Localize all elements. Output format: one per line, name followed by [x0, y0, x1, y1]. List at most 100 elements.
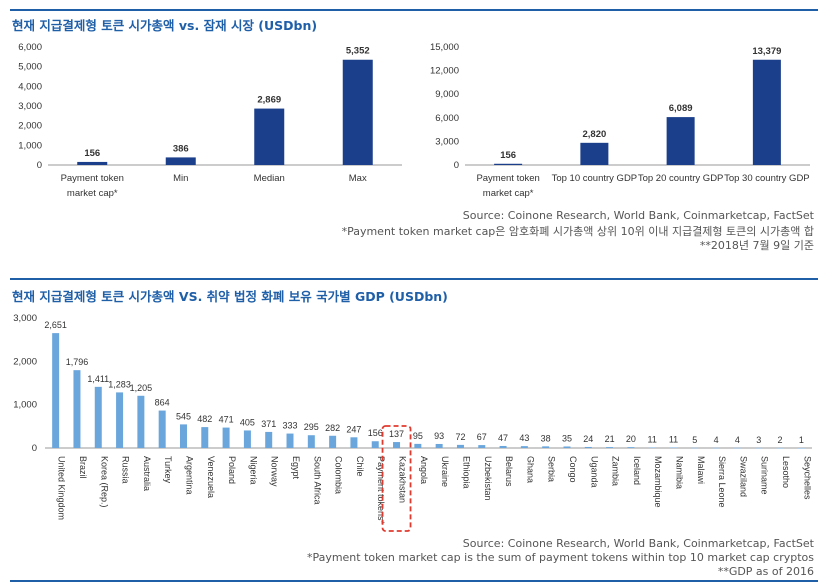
- x-tick-label: Sierra Leone: [717, 456, 727, 508]
- bar: [158, 410, 166, 448]
- bar: [342, 59, 373, 165]
- x-tick-label: Brazil: [78, 456, 88, 479]
- y-tick-label: 9,000: [435, 89, 459, 100]
- bar-value-label: 43: [519, 433, 529, 443]
- bar-value-label: 2,869: [257, 95, 281, 106]
- x-tick-label: Uzbekistan: [483, 456, 493, 501]
- bar-value-label: 2,820: [582, 129, 606, 140]
- bar-value-label: 20: [626, 434, 636, 444]
- bar-value-label: 1: [799, 435, 804, 445]
- bar-value-label: 1,283: [108, 379, 131, 389]
- x-tick-label: Median: [254, 173, 285, 184]
- x-tick-label: Congo: [568, 456, 578, 483]
- bar: [137, 395, 145, 448]
- x-tick-label: South Africa: [312, 456, 322, 505]
- x-tick-label: Poland: [227, 456, 237, 484]
- bottom-footnote-2: **GDP as of 2016: [717, 565, 814, 578]
- x-tick-label: Iceland: [632, 456, 642, 485]
- bar-value-label: 386: [173, 143, 189, 154]
- x-tick-label: Top 20 country GDP: [638, 173, 724, 184]
- bar: [670, 447, 678, 449]
- bar: [606, 447, 614, 448]
- bar: [286, 433, 294, 448]
- bar: [165, 157, 196, 165]
- y-tick-label: 15,000: [430, 42, 459, 53]
- bar: [776, 447, 784, 449]
- bar: [712, 447, 720, 449]
- bar-value-label: 47: [498, 433, 508, 443]
- bar: [580, 142, 609, 165]
- bar: [666, 117, 695, 165]
- x-tick-label: market cap*: [483, 188, 534, 199]
- bar-value-label: 1,411: [87, 374, 109, 384]
- x-tick-label: Uganda: [589, 456, 599, 488]
- bar: [494, 163, 523, 165]
- bar-value-label: 864: [155, 398, 170, 408]
- x-tick-label: Max: [349, 173, 367, 184]
- bar-value-label: 6,089: [669, 103, 693, 114]
- y-tick-label: 0: [37, 160, 42, 171]
- bar-value-label: 95: [413, 431, 423, 441]
- x-tick-label: Zambia: [611, 456, 621, 486]
- y-tick-label: 6,000: [435, 113, 459, 124]
- bar: [648, 447, 656, 449]
- bar: [499, 445, 507, 448]
- x-tick-label: Payment token: [61, 173, 124, 184]
- bar-value-label: 405: [240, 417, 255, 427]
- x-tick-label: Serbia: [547, 456, 557, 482]
- bar: [179, 424, 187, 448]
- x-tick-label: Russia: [121, 456, 131, 484]
- bar: [265, 431, 273, 448]
- y-tick-label: 12,000: [430, 66, 459, 77]
- y-tick-label: 0: [32, 443, 37, 454]
- x-tick-label: Ethiopia: [461, 456, 471, 489]
- y-tick-label: 4,000: [18, 81, 42, 92]
- y-tick-label: 0: [454, 160, 459, 171]
- bar: [52, 333, 60, 448]
- y-tick-label: 1,000: [13, 400, 37, 411]
- bar-value-label: 545: [176, 411, 191, 421]
- bar: [116, 392, 124, 448]
- x-tick-label: Suriname: [760, 456, 770, 495]
- bar: [456, 444, 464, 448]
- y-tick-label: 2,000: [18, 121, 42, 132]
- bar-value-label: 247: [346, 424, 361, 434]
- bar: [350, 437, 358, 448]
- bar-value-label: 282: [325, 423, 340, 433]
- bar-value-label: 137: [389, 429, 404, 439]
- x-tick-label: Colombia: [334, 456, 344, 494]
- x-tick-label: Min: [173, 173, 188, 184]
- bar-value-label: 295: [304, 422, 319, 432]
- bar-value-label: 156: [368, 428, 383, 438]
- x-tick-label: Swaziland: [738, 456, 748, 497]
- bar: [393, 442, 401, 448]
- bottom-end-rule: [10, 580, 818, 582]
- bar-value-label: 11: [669, 435, 678, 445]
- bottom-footnote-1: *Payment token market cap is the sum of …: [306, 551, 814, 564]
- x-tick-label: Top 30 country GDP: [724, 173, 810, 184]
- bar-value-label: 72: [455, 432, 465, 442]
- x-tick-label: Turkey: [163, 456, 173, 484]
- bar: [542, 446, 550, 448]
- x-tick-label: United Kingdom: [57, 456, 67, 520]
- bar: [414, 443, 422, 448]
- bar: [307, 435, 315, 448]
- bar-value-label: 11: [648, 435, 657, 445]
- bar: [435, 443, 443, 448]
- bar: [563, 446, 571, 448]
- bar-value-label: 371: [261, 419, 276, 429]
- x-tick-label: market cap*: [67, 188, 118, 199]
- x-tick-label: Australia: [142, 456, 152, 491]
- top-footnote-1: *Payment token market cap은 암호화폐 시가총액 상위 …: [341, 225, 814, 238]
- bar: [329, 435, 337, 448]
- bar: [797, 447, 805, 449]
- bar: [752, 59, 781, 166]
- x-tick-label: Seychelles: [802, 456, 812, 500]
- bar: [520, 446, 528, 448]
- bar-value-label: 5,352: [346, 46, 370, 57]
- bar-value-label: 35: [562, 433, 572, 443]
- x-tick-label: Lesotho: [781, 456, 791, 488]
- bar-value-label: 2: [778, 435, 783, 445]
